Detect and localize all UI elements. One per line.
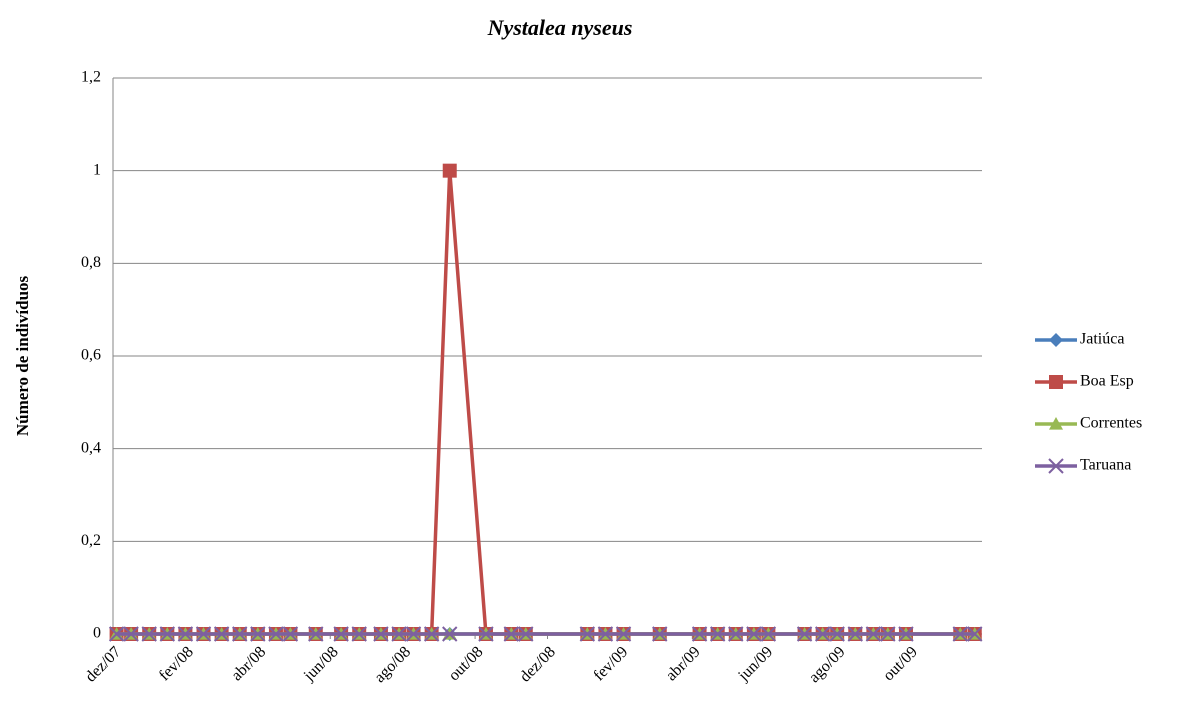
data-point (177, 626, 194, 642)
data-point (760, 626, 777, 642)
x-tick-label: fev/08 (156, 643, 197, 684)
x-tick-label: dez/08 (517, 643, 559, 685)
data-point (195, 626, 212, 642)
data-point (518, 626, 534, 642)
legend-label: Boa Esp (1080, 373, 1134, 390)
data-point (865, 626, 882, 642)
y-tick-label: 0,2 (81, 532, 101, 549)
data-point (880, 626, 896, 642)
data-point (123, 626, 139, 642)
data-point (652, 626, 668, 642)
data-point (159, 626, 176, 642)
data-point (250, 626, 266, 642)
data-point (796, 626, 813, 642)
data-point (967, 626, 983, 642)
legend-label: Correntes (1080, 415, 1142, 432)
data-point (268, 626, 284, 642)
data-point (232, 626, 248, 642)
data-point (579, 626, 596, 642)
data-point (691, 626, 708, 642)
data-point (952, 626, 968, 642)
y-tick-label: 1 (93, 161, 101, 178)
x-tick-label: jun/08 (300, 643, 342, 685)
x-tick-label: abr/09 (663, 643, 704, 684)
series-line (116, 170, 975, 636)
data-point (282, 626, 299, 642)
y-tick-label: 1,2 (81, 69, 101, 86)
legend-marker (1049, 333, 1063, 347)
chart-title: Nystalea nyseus (487, 15, 633, 40)
data-point (746, 626, 762, 642)
data-point (333, 626, 349, 642)
legend-marker (1049, 375, 1063, 389)
legend-marker (1049, 417, 1063, 430)
y-axis-label: Número de indivíduos (13, 275, 32, 436)
data-point (391, 626, 407, 642)
data-point (423, 626, 440, 642)
data-point (829, 626, 845, 642)
x-tick-label: out/08 (446, 643, 487, 684)
data-point (709, 626, 726, 642)
legend-label: Jatiúca (1080, 331, 1124, 348)
y-tick-label: 0,8 (81, 254, 101, 271)
x-tick-label: ago/08 (371, 643, 414, 686)
x-tick-label: ago/09 (806, 643, 849, 686)
legend-marker (1048, 458, 1064, 474)
data-point (478, 626, 494, 642)
data-point (405, 626, 422, 642)
data-point (141, 626, 157, 642)
x-tick-label: out/09 (880, 643, 921, 684)
data-point (442, 626, 458, 642)
data-point (597, 626, 614, 642)
data-point (108, 626, 125, 642)
data-point (373, 626, 389, 642)
data-point (814, 626, 831, 642)
x-tick-label: dez/07 (82, 643, 124, 685)
legend-label: Taruana (1080, 457, 1131, 474)
data-point (442, 163, 457, 178)
data-point (213, 626, 230, 642)
x-tick-label: abr/08 (228, 643, 269, 684)
y-tick-label: 0 (93, 625, 101, 642)
data-point (847, 626, 863, 642)
x-tick-label: fev/09 (590, 643, 631, 684)
data-point (898, 626, 914, 642)
y-tick-label: 0,4 (81, 439, 101, 456)
data-point (308, 626, 324, 642)
data-point (351, 626, 367, 642)
data-point (615, 626, 632, 642)
x-tick-label: jun/09 (735, 643, 777, 685)
y-tick-label: 0,6 (81, 347, 101, 364)
data-point (728, 626, 744, 642)
data-point (503, 626, 519, 642)
